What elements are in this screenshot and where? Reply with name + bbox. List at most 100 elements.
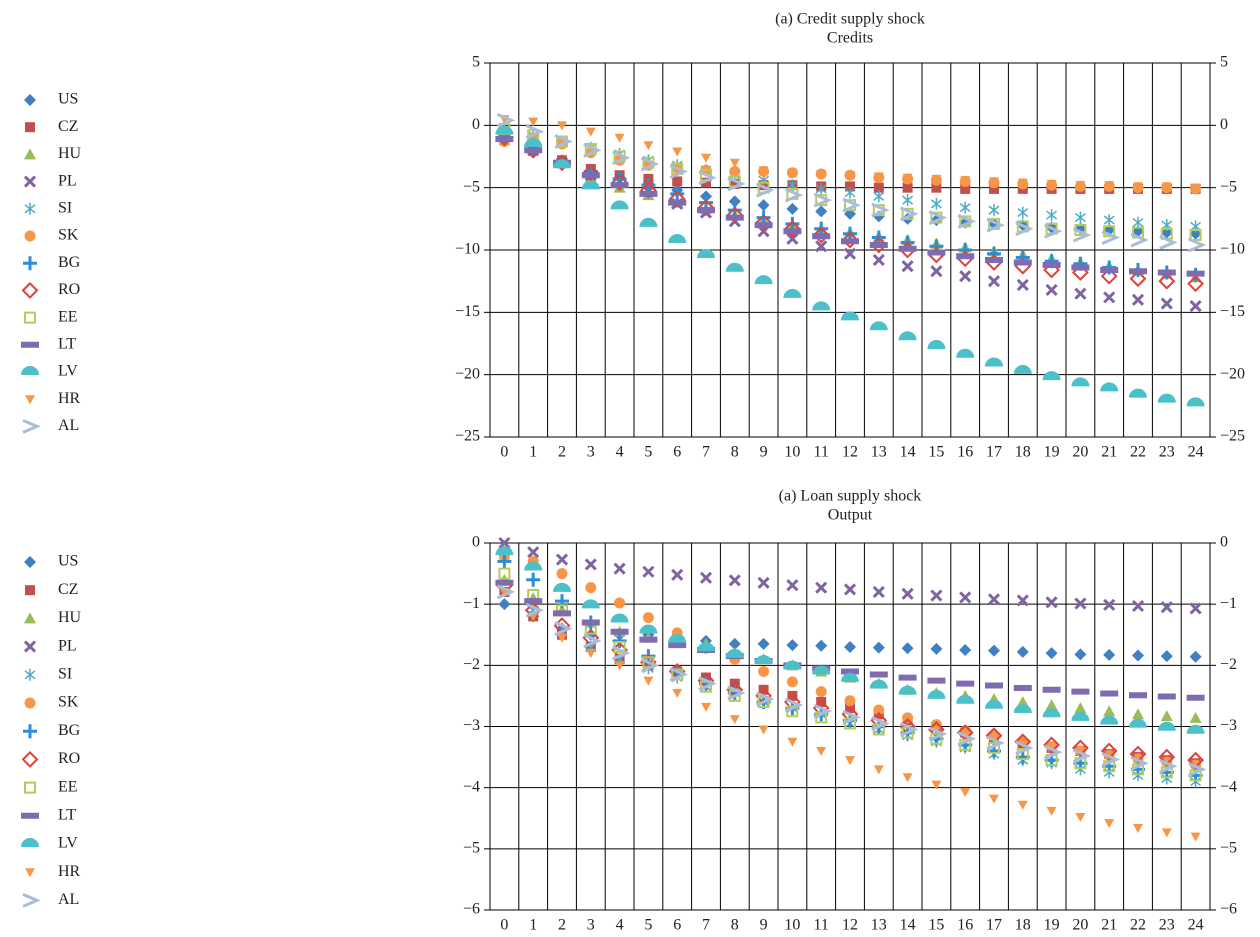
data-point [554,134,573,149]
data-point [1100,690,1119,697]
data-point [728,195,741,208]
data-point [869,242,888,249]
legend-label: LT [58,806,76,823]
data-point [1044,744,1063,760]
legend-label: RO [58,281,80,298]
data-point [786,202,799,215]
data-point [698,676,717,692]
data-point [758,665,770,677]
plot-frame [489,62,1211,438]
data-point [815,581,828,594]
data-point [1044,223,1063,239]
data-point [1074,211,1086,224]
data-point [524,598,543,605]
data-point [898,685,917,695]
y2-tick-label: −15 [1220,303,1245,320]
data-point [927,689,946,699]
data-point [898,245,917,252]
data-point [1013,684,1032,691]
data-point [1188,761,1207,777]
data-point [1190,183,1201,193]
data-point [670,186,685,201]
data-point [930,719,942,731]
data-point [726,206,744,224]
data-point [872,253,885,267]
data-point [612,150,631,166]
data-point [1130,755,1149,771]
x-tick-label: 6 [673,444,681,461]
data-point [728,574,741,587]
data-point [614,597,626,609]
legend-label: AL [58,891,79,908]
data-point [989,794,999,804]
data-point [1045,647,1058,660]
data-point [1186,397,1205,407]
legend-label: LV [58,835,78,852]
y2-tick-label: −6 [1220,901,1237,918]
data-point [930,642,943,655]
x-tick-label: 21 [1101,917,1117,934]
legend-label: BG [58,722,81,739]
x-tick-label: 17 [986,917,1002,934]
data-point [1157,269,1176,276]
data-point [928,726,948,742]
data-point [556,135,568,148]
legend-marker [25,122,35,133]
data-point [495,129,513,147]
data-point [582,164,600,182]
data-point [611,174,629,192]
data-point [931,174,942,184]
data-point [584,558,597,571]
data-point [869,679,888,689]
data-point [1160,227,1173,240]
data-point [498,536,511,550]
x-tick-label: 22 [1130,917,1146,934]
data-point [1132,708,1144,720]
data-point [557,121,567,131]
data-point [1071,264,1090,271]
data-point [1189,711,1202,723]
data-point [927,249,946,256]
legend-marker [24,94,36,106]
data-point [956,680,975,687]
data-point [1074,702,1087,714]
data-point [641,178,656,193]
data-point [1016,696,1029,708]
y2-tick-label: −1 [1220,595,1237,612]
data-point [1186,270,1205,277]
y-tick-label: −15 [455,303,480,320]
data-point [901,207,914,220]
data-point [525,602,545,618]
data-point [1042,708,1061,718]
data-point [1133,824,1143,834]
chart-subtitle: Output [828,507,873,524]
data-point [642,612,654,624]
x-tick-label: 13 [871,917,887,934]
data-point [841,672,859,682]
data-point [758,166,769,176]
data-point [842,709,861,725]
data-point [1016,278,1029,291]
legend-marker [23,175,37,188]
data-point [668,633,687,643]
data-point [927,677,946,684]
data-point [930,211,943,224]
data-point [581,172,600,179]
data-point [668,190,686,208]
data-point [525,124,545,139]
data-point [1129,270,1147,288]
data-point [1100,382,1119,392]
x-tick-label: 6 [673,917,681,934]
data-point [585,127,596,137]
data-point [844,640,856,653]
data-point [1045,699,1058,711]
data-point [1071,739,1089,757]
data-point [959,215,972,228]
data-point [985,357,1003,367]
data-point [613,562,626,575]
x-tick-label: 24 [1188,444,1204,461]
chart-title: (a) Credit supply shock [775,11,925,28]
legend-label: HR [58,390,81,407]
x-tick-label: 14 [900,917,916,934]
data-point [639,181,657,199]
